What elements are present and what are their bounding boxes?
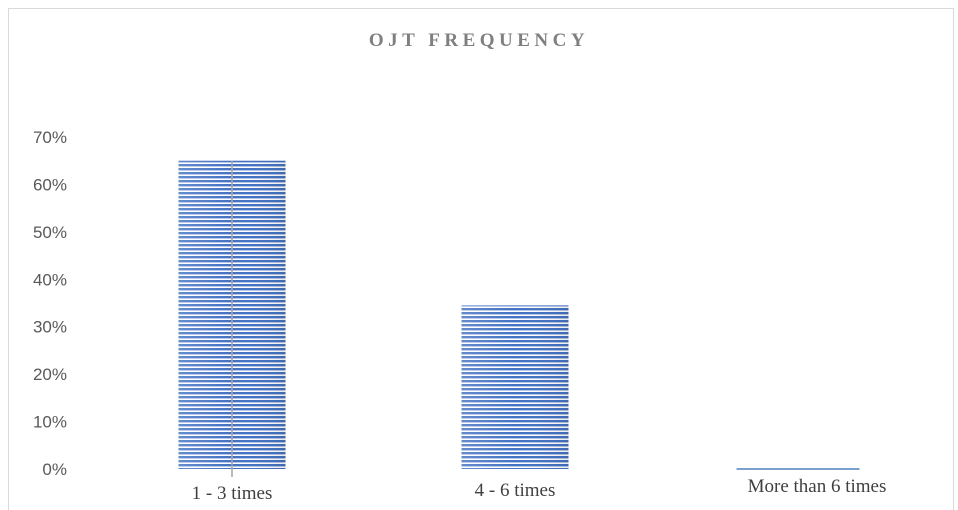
y-tick-label: 30% bbox=[33, 318, 67, 337]
x-category-label: 1 - 3 times bbox=[192, 483, 273, 504]
y-tick-label: 10% bbox=[33, 413, 67, 432]
chart-title: OJT FREQUENCY bbox=[368, 30, 590, 51]
y-tick-label: 40% bbox=[33, 270, 67, 289]
x-axis-labels: 1 - 3 times 4 - 6 times More than 6 times bbox=[192, 476, 887, 504]
bar-shade bbox=[461, 305, 569, 469]
x-category-label: 4 - 6 times bbox=[475, 480, 556, 501]
y-tick-label: 70% bbox=[33, 128, 67, 147]
y-axis-labels: 0% 10% 20% 30% 40% 50% 60% 70% bbox=[33, 128, 67, 479]
y-tick-label: 20% bbox=[33, 365, 67, 384]
y-tick-label: 0% bbox=[42, 460, 67, 479]
y-tick-label: 60% bbox=[33, 175, 67, 194]
x-category-label: More than 6 times bbox=[748, 476, 887, 497]
bars bbox=[178, 160, 860, 477]
y-tick-label: 50% bbox=[33, 223, 67, 242]
